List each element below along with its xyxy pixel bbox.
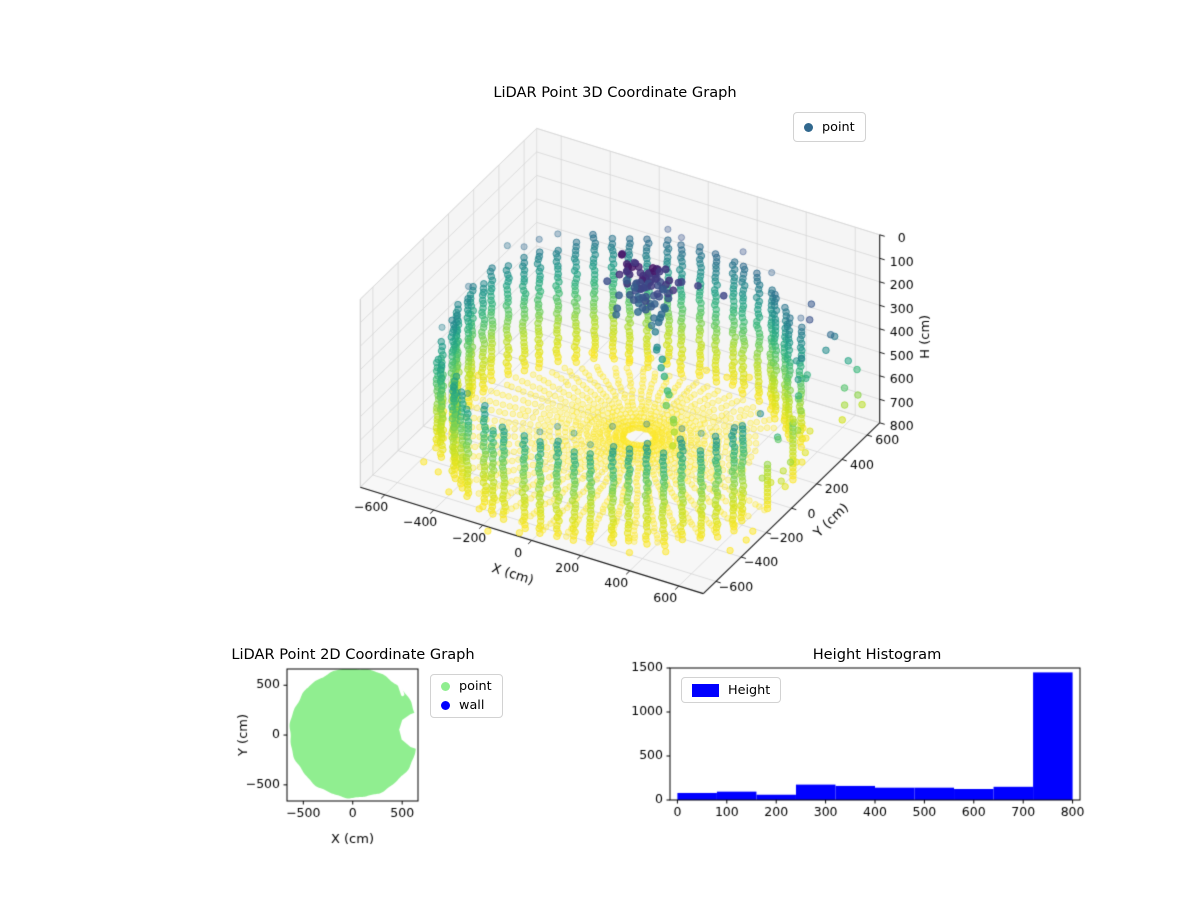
legend-label-point-3d: point xyxy=(822,119,855,135)
point-marker-icon xyxy=(441,682,450,691)
legend-label-point-2d: point xyxy=(459,679,492,694)
legend-row-height: Height xyxy=(692,683,770,698)
plot2d-canvas xyxy=(220,635,530,860)
plot3d-title: LiDAR Point 3D Coordinate Graph xyxy=(493,84,737,101)
height-patch-icon xyxy=(692,683,719,697)
hist-title: Height Histogram xyxy=(812,646,942,663)
hist-legend: Height xyxy=(681,677,782,703)
legend-row-point-3d: point xyxy=(804,120,855,135)
plot3d-canvas xyxy=(300,100,980,660)
hist-canvas xyxy=(610,635,1100,835)
point-marker-icon xyxy=(804,122,813,132)
legend-label-wall-2d: wall xyxy=(459,698,485,713)
wall-marker-icon xyxy=(441,701,450,710)
legend-label-height: Height xyxy=(728,682,771,698)
plot3d-legend: point xyxy=(793,112,866,142)
legend-row-point-2d: point xyxy=(441,679,492,694)
plot2d-legend: point wall xyxy=(430,674,503,718)
plot2d-title: LiDAR Point 2D Coordinate Graph xyxy=(231,646,475,663)
legend-row-wall-2d: wall xyxy=(441,698,492,713)
